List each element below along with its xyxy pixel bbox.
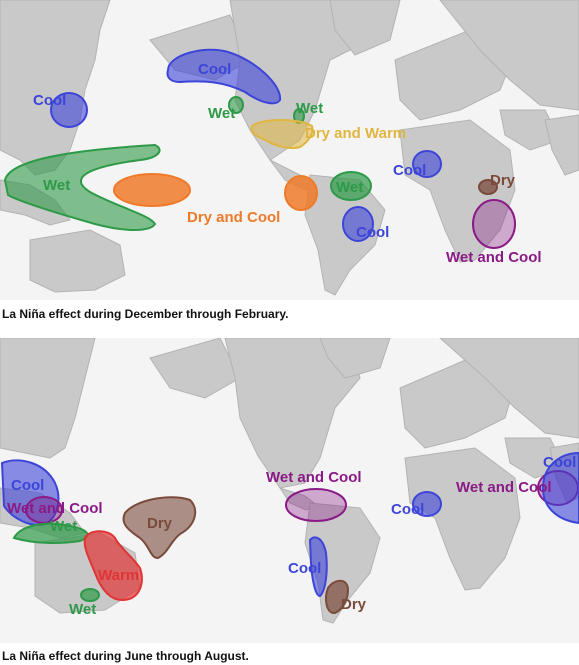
world-map-dec-feb: Cool Cool Wet Wet Dry and Warm Wet Dry a… <box>0 0 579 300</box>
land-east-asia <box>0 338 96 459</box>
region-label: Cool <box>33 92 66 109</box>
region-label: Dry <box>490 172 516 189</box>
land-south-america <box>304 174 386 296</box>
region-wet-west-pacific <box>3 143 161 231</box>
land-greenland <box>319 338 391 379</box>
region-cool-west-africa <box>412 150 442 178</box>
region-label: Wet <box>69 601 96 618</box>
region-label: Dry <box>341 596 367 613</box>
region-cool-east-asia <box>0 459 60 526</box>
land-india <box>544 114 579 176</box>
region-label: Cool <box>288 560 321 577</box>
region-label: Cool <box>391 501 424 518</box>
region-label: Wet <box>296 100 323 117</box>
region-label: Dry <box>147 515 173 532</box>
region-label: Wet <box>208 105 235 122</box>
region-label: Cool <box>11 477 44 494</box>
region-wet-cool-central-america <box>285 488 347 522</box>
region-cool-alaska <box>166 48 282 105</box>
climate-regions <box>0 451 579 614</box>
land-east-asia <box>0 0 111 176</box>
region-labels: Cool Cool Wet Wet Dry and Warm Wet Dry a… <box>33 61 542 266</box>
land-russia <box>439 338 579 439</box>
region-label: Wet and Cool <box>266 469 362 486</box>
region-label: Wet <box>50 518 77 535</box>
region-dry-east-africa <box>478 179 498 195</box>
region-dry-warm-southern-us <box>250 119 314 150</box>
region-cool-east-asia <box>50 92 88 128</box>
region-dry-cool-east-pacific <box>284 175 318 211</box>
region-cool-west-south-america <box>308 536 328 598</box>
region-wet-southeast-australia <box>80 588 100 602</box>
region-label: Wet <box>336 179 363 196</box>
region-label: Wet and Cool <box>456 479 552 496</box>
caption-jun-aug: La Niña effect during June through Augus… <box>2 649 249 663</box>
region-label: Cool <box>198 61 231 78</box>
region-labels: Cool Wet and Cool Wet Dry Warm Wet Wet a… <box>7 454 576 618</box>
region-wet-northern-south-america <box>330 171 372 201</box>
region-cool-east-india <box>541 451 579 525</box>
climate-regions <box>3 48 516 249</box>
region-label: Dry and Cool <box>187 209 280 226</box>
region-label: Cool <box>356 224 389 241</box>
caption-dec-feb: La Niña effect during December through F… <box>2 307 289 321</box>
region-dry-central-pacific <box>122 496 197 560</box>
map-panel-jun-aug: Cool Wet and Cool Wet Dry Warm Wet Wet a… <box>0 338 579 643</box>
region-label: Warm <box>98 567 139 584</box>
region-wet-nw-america <box>228 96 244 114</box>
land-alaska <box>149 338 241 399</box>
land-greenland <box>329 0 401 56</box>
region-cool-west-africa <box>412 491 442 517</box>
region-wet-cool-southern-africa <box>472 199 516 249</box>
region-warm-east-australia <box>83 530 143 602</box>
region-label: Cool <box>393 162 426 179</box>
region-label: Wet and Cool <box>7 500 103 517</box>
map-panel-dec-feb: Cool Cool Wet Wet Dry and Warm Wet Dry a… <box>0 0 579 300</box>
region-label: Wet <box>43 177 70 194</box>
region-cool-southeast-brazil <box>342 206 374 242</box>
world-map-jun-aug: Cool Wet and Cool Wet Dry Warm Wet Wet a… <box>0 338 579 643</box>
region-label: Dry and Warm <box>305 125 406 142</box>
region-dry-southern-south-america <box>325 579 350 614</box>
region-label: Wet and Cool <box>446 249 542 266</box>
land-australia <box>29 229 126 293</box>
region-wet-indonesia <box>12 522 89 544</box>
region-label: Cool <box>543 454 576 471</box>
land-russia <box>439 0 579 111</box>
region-dry-cool-central-pacific <box>113 173 191 207</box>
